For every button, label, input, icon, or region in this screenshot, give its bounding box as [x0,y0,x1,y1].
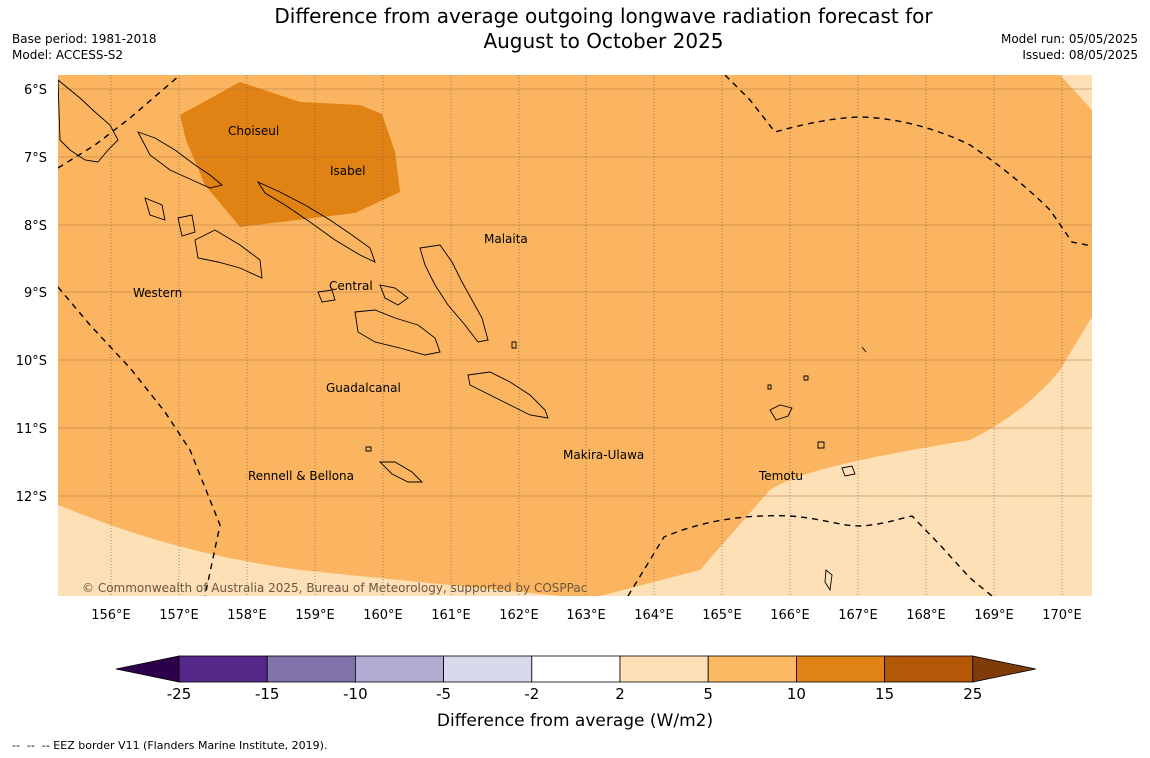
lat-label: 6°S [24,83,47,98]
lon-label: 164°E [634,608,674,623]
colorbar-segment [707,655,797,683]
label-temotu: Temotu [758,469,803,483]
makira-coast [467,371,549,419]
issued-date: Issued: 08/05/2025 [1022,48,1138,62]
lon-label: 159°E [295,608,335,623]
colorbar-segment [266,655,356,683]
meta-right: Model run: 05/05/2025 Issued: 08/05/2025 [1001,31,1138,63]
base-period: Base period: 1981-2018 [12,32,157,46]
eez-footnote: -- -- -- EEZ border V11 (Flanders Marine… [12,739,328,752]
lon-label: 167°E [838,608,878,623]
latitude-axis: 6°S 7°S 8°S 9°S 10°S 11°S 12°S [16,83,47,505]
lon-label: 168°E [906,608,946,623]
lon-label: 162°E [499,608,539,623]
lat-label: 10°S [16,354,47,369]
lat-label: 7°S [24,151,47,166]
guadalcanal-coast [354,309,441,356]
new-georgia-coast [144,197,263,279]
band-10-15 [180,82,400,227]
title-line-2: August to October 2025 [483,29,724,53]
label-central: Central [329,279,373,293]
malaita-coast [419,244,489,343]
ulawa-coast [511,341,517,349]
colorbar-tick-label: 25 [963,685,982,703]
band-2-5-southeast [600,318,1092,596]
lon-label: 160°E [363,608,403,623]
eez-west-png [58,286,221,596]
bellona-coast [365,446,372,452]
rennell-coast [378,461,424,483]
label-choiseul: Choiseul [228,124,279,138]
lon-label: 166°E [770,608,810,623]
temotu-islets-coast [767,346,867,592]
label-makira-ulawa: Makira-Ulawa [563,448,644,462]
title-line-1: Difference from average outgoing longwav… [274,4,933,28]
lon-label: 170°E [1042,608,1082,623]
longitude-axis: 156°E 157°E 158°E 159°E 160°E 161°E 162°… [91,608,1082,623]
santa-cruz-coast [769,404,793,421]
colorbar-tick-label: -10 [343,685,368,703]
lon-label: 156°E [91,608,131,623]
page-title: Difference from average outgoing longwav… [0,4,1150,54]
lat-label: 9°S [24,286,47,301]
colorbar-tick-label: 10 [787,685,806,703]
lon-label: 157°E [159,608,199,623]
label-western: Western [133,286,182,300]
meta-left: Base period: 1981-2018 Model: ACCESS-S2 [12,31,157,63]
lat-label: 12°S [16,490,47,505]
latitude-lines [58,88,1092,497]
colorbar-segment [884,655,974,683]
colorbar-extend-high [972,655,1036,683]
colorbar-segment [796,655,886,683]
colorbar-segment [443,655,533,683]
colorbar-tick-label: -2 [524,685,539,703]
lon-label: 158°E [227,608,267,623]
colorbar-segment [619,655,709,683]
colorbar: -25 -15 -10 -5 -2 2 5 10 15 25 [115,655,1036,703]
band-2-5-south [58,505,560,596]
colorbar-tick-label: -25 [167,685,192,703]
bougainville-coast [58,79,119,163]
eez-borders [58,75,1092,596]
label-malaita: Malaita [484,232,528,246]
colorbar-segment [531,655,621,683]
lat-label: 11°S [16,422,47,437]
model-name: Model: ACCESS-S2 [12,48,124,62]
lon-label: 163°E [566,608,606,623]
label-guadalcanal: Guadalcanal [326,381,401,395]
copyright-text: © Commonwealth of Australia 2025, Bureau… [82,581,587,595]
colorbar-tick-label: 5 [703,685,713,703]
eez-south-vanuatu [627,515,993,596]
colorbar-extend-low [115,655,180,683]
colorbar-tick-label: 2 [615,685,625,703]
isabel-coast [256,180,376,263]
lon-label: 169°E [974,608,1014,623]
eez-north-tuvalu [724,75,1092,247]
lon-label: 161°E [431,608,471,623]
lon-label: 165°E [702,608,742,623]
province-labels: Choiseul Isabel Malaita Western Central … [133,124,803,483]
florida-islands-coast [317,284,409,306]
colorbar-tick-label: -15 [255,685,280,703]
lat-label: 8°S [24,219,47,234]
band-2-5-northeast [1060,75,1092,110]
colorbar-label: Difference from average (W/m2) [437,711,713,731]
colorbar-tick-label: -5 [436,685,451,703]
model-run: Model run: 05/05/2025 [1000,32,1138,46]
label-isabel: Isabel [330,164,365,178]
map-area [58,75,1092,596]
colorbar-tick-label: 15 [875,685,894,703]
coastlines [58,79,867,592]
choiseul-coast [137,131,223,189]
colorbar-segment [178,655,268,683]
label-rennell-bellona: Rennell & Bellona [248,469,354,483]
colorbar-segment [354,655,444,683]
